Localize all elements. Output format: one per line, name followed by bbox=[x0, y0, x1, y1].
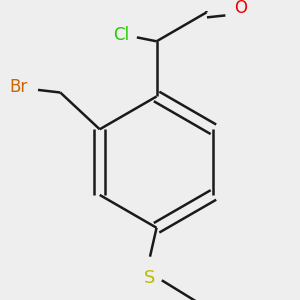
Text: Cl: Cl bbox=[113, 26, 129, 44]
Text: Br: Br bbox=[9, 78, 27, 96]
Text: O: O bbox=[234, 0, 247, 17]
Text: S: S bbox=[144, 269, 156, 287]
